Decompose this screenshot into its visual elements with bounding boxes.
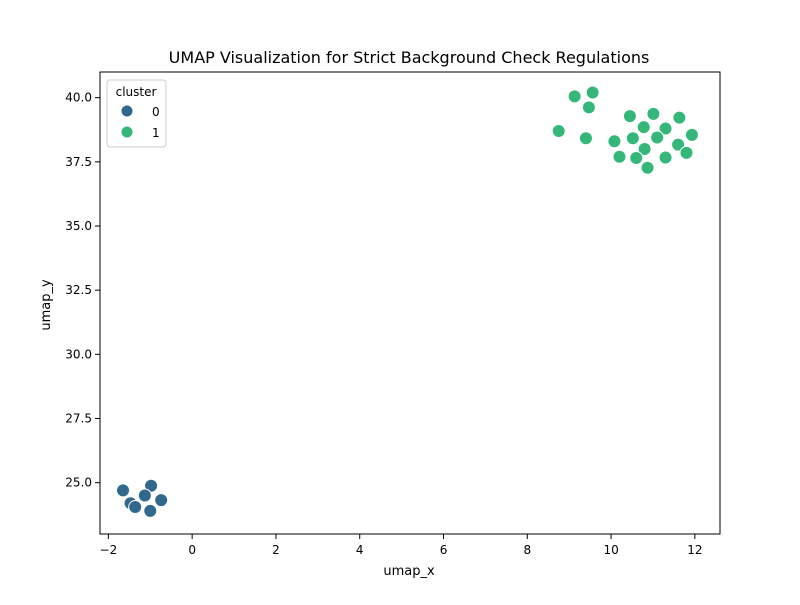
data-point-cluster-1 xyxy=(684,127,699,142)
data-point-cluster-1 xyxy=(622,109,637,124)
data-point-cluster-1 xyxy=(612,149,627,164)
x-tick-label: −2 xyxy=(100,543,118,557)
legend-marker-0 xyxy=(120,104,134,118)
x-tick-label: 4 xyxy=(356,543,364,557)
legend-title: cluster xyxy=(116,85,157,99)
legend-label-1: 1 xyxy=(152,126,160,140)
data-point-cluster-0 xyxy=(144,478,159,493)
x-tick-label: 12 xyxy=(687,543,702,557)
data-point-cluster-1 xyxy=(640,160,655,175)
data-point-cluster-1 xyxy=(581,100,596,115)
y-axis-ticks: 25.0 27.5 30.0 32.5 35.0 37.5 40.0 xyxy=(65,91,100,490)
x-tick-label: 0 xyxy=(188,543,196,557)
y-tick-label: 30.0 xyxy=(65,347,92,361)
data-point-cluster-0 xyxy=(143,503,158,518)
y-tick-label: 32.5 xyxy=(65,283,92,297)
data-point-cluster-1 xyxy=(625,131,640,146)
data-point-cluster-0 xyxy=(116,483,131,498)
data-point-cluster-0 xyxy=(154,493,169,508)
data-point-cluster-1 xyxy=(658,121,673,136)
y-axis-label: umap_y xyxy=(39,279,54,331)
data-point-cluster-1 xyxy=(679,145,694,160)
x-tick-label: 2 xyxy=(272,543,280,557)
data-point-cluster-1 xyxy=(607,134,622,149)
data-point-cluster-1 xyxy=(672,110,687,125)
y-tick-label: 40.0 xyxy=(65,91,92,105)
y-tick-label: 25.0 xyxy=(65,476,92,490)
y-tick-label: 35.0 xyxy=(65,219,92,233)
legend: cluster 0 1 xyxy=(106,79,167,148)
chart-title: UMAP Visualization for Strict Background… xyxy=(169,48,650,67)
data-point-cluster-1 xyxy=(636,120,651,135)
data-points xyxy=(116,85,699,518)
x-axis-ticks: −2 0 2 4 6 8 10 12 xyxy=(100,534,703,557)
data-point-cluster-1 xyxy=(637,142,652,156)
data-point-cluster-1 xyxy=(567,89,582,104)
legend-label-0: 0 xyxy=(152,105,160,119)
plot-frame xyxy=(99,71,721,535)
data-point-cluster-1 xyxy=(658,150,673,165)
x-tick-label: 8 xyxy=(523,543,531,557)
data-point-cluster-1 xyxy=(650,130,665,145)
x-tick-label: 10 xyxy=(603,543,618,557)
data-point-cluster-1 xyxy=(646,106,661,121)
data-point-cluster-1 xyxy=(671,137,686,152)
data-point-cluster-1 xyxy=(578,131,593,146)
legend-marker-1 xyxy=(120,125,134,139)
data-point-cluster-1 xyxy=(629,150,644,165)
y-tick-label: 37.5 xyxy=(65,155,92,169)
data-point-cluster-1 xyxy=(551,124,566,139)
x-tick-label: 6 xyxy=(440,543,448,557)
data-point-cluster-0 xyxy=(137,488,152,503)
data-point-cluster-0 xyxy=(128,500,143,515)
data-point-cluster-1 xyxy=(585,85,600,100)
y-tick-label: 27.5 xyxy=(65,412,92,426)
x-axis-label: umap_x xyxy=(383,564,435,579)
